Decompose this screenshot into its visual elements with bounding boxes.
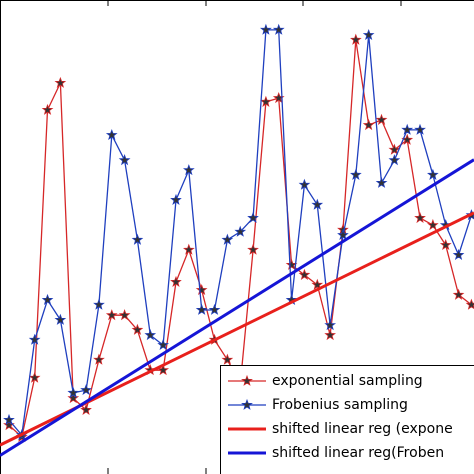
marker xyxy=(324,328,336,341)
marker xyxy=(350,33,362,45)
marker xyxy=(272,23,285,35)
marker xyxy=(144,328,157,341)
marker xyxy=(67,386,80,398)
marker xyxy=(452,288,465,300)
marker xyxy=(170,193,182,206)
marker xyxy=(259,23,272,35)
marker xyxy=(221,353,234,365)
marker xyxy=(350,168,362,180)
marker xyxy=(298,178,311,190)
legend-box xyxy=(220,365,474,474)
marker xyxy=(234,225,247,237)
marker xyxy=(414,211,426,224)
marker xyxy=(67,392,80,404)
marker xyxy=(93,298,105,310)
legend-label: shifted linear reg (expone xyxy=(272,421,453,437)
marker xyxy=(131,323,144,335)
marker xyxy=(465,298,474,310)
marker xyxy=(388,154,401,166)
marker xyxy=(221,233,234,245)
marker xyxy=(247,211,259,224)
marker xyxy=(247,243,259,255)
legend-marker xyxy=(241,374,253,386)
marker xyxy=(80,383,92,396)
marker xyxy=(105,309,118,321)
marker xyxy=(118,309,131,321)
marker xyxy=(362,28,375,41)
legend: exponential sampling Frobenius sampling sh… xyxy=(220,365,474,474)
marker xyxy=(414,123,426,135)
marker xyxy=(298,268,311,280)
marker xyxy=(195,303,208,315)
marker xyxy=(93,353,105,365)
marker xyxy=(375,176,388,188)
marker xyxy=(80,403,92,416)
marker xyxy=(388,143,401,155)
marker xyxy=(183,164,195,176)
marker xyxy=(118,154,131,166)
marker xyxy=(41,103,54,115)
marker xyxy=(105,128,118,141)
marker xyxy=(131,233,144,245)
marker xyxy=(170,275,182,288)
marker xyxy=(311,198,324,210)
marker xyxy=(311,278,324,290)
marker xyxy=(426,218,439,231)
regression-line xyxy=(0,158,474,457)
marker xyxy=(260,95,272,107)
marker xyxy=(41,293,54,306)
marker xyxy=(183,243,195,255)
marker xyxy=(54,76,67,88)
marker xyxy=(3,413,15,425)
marker xyxy=(208,303,221,315)
marker xyxy=(337,228,349,241)
marker xyxy=(452,248,465,261)
marker xyxy=(324,319,337,331)
legend-label: Frobenius sampling xyxy=(272,397,408,413)
marker xyxy=(54,313,67,325)
marker xyxy=(157,338,170,351)
marker xyxy=(195,283,208,296)
legend-label: shifted linear reg(Froben xyxy=(272,445,444,461)
marker xyxy=(439,238,452,251)
legend-marker xyxy=(241,398,253,410)
marker xyxy=(362,118,375,131)
marker xyxy=(375,113,388,125)
marker xyxy=(427,168,439,180)
marker xyxy=(28,371,41,383)
marker xyxy=(28,333,41,345)
marker xyxy=(401,123,414,135)
legend-label: exponential sampling xyxy=(272,373,423,389)
